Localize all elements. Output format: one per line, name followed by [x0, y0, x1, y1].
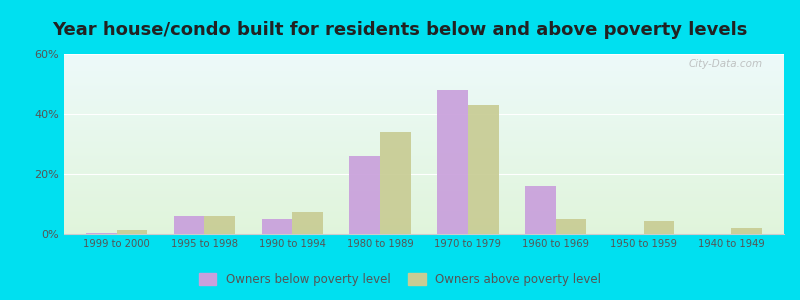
Bar	[525, 186, 556, 234]
Bar	[731, 228, 762, 234]
Text: Year house/condo built for residents below and above poverty levels: Year house/condo built for residents bel…	[52, 21, 748, 39]
Bar	[174, 216, 205, 234]
Bar	[380, 132, 411, 234]
Bar	[205, 216, 235, 234]
Bar	[117, 230, 147, 234]
Bar	[643, 220, 674, 234]
Text: City-Data.com: City-Data.com	[688, 59, 762, 69]
Bar	[350, 156, 380, 234]
Bar	[437, 90, 468, 234]
Bar	[292, 212, 323, 234]
Bar	[468, 105, 498, 234]
Bar	[262, 219, 292, 234]
Bar	[556, 219, 586, 234]
Bar	[86, 232, 117, 234]
Legend: Owners below poverty level, Owners above poverty level: Owners below poverty level, Owners above…	[194, 268, 606, 291]
